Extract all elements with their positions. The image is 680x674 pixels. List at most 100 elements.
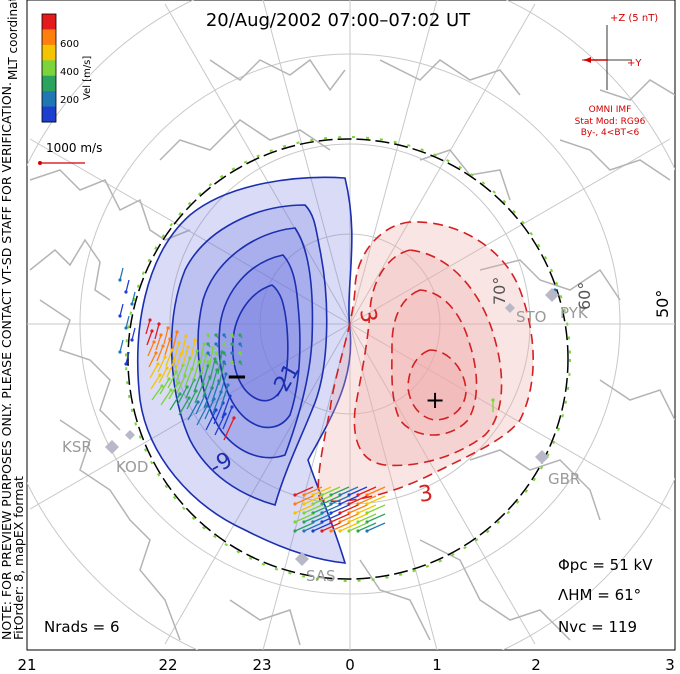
- velocity-vector-origin: [154, 351, 158, 355]
- velocity-vector: [158, 367, 168, 384]
- velocity-vector-origin: [172, 359, 176, 363]
- velocity-vector: [176, 375, 186, 394]
- velocity-vector-origin: [228, 394, 232, 398]
- velocity-vector: [205, 409, 217, 431]
- velocity-vector: [294, 522, 314, 532]
- velocity-vector-origin: [214, 342, 218, 346]
- velocity-vector-origin: [329, 529, 333, 533]
- velocity-vector-origin: [365, 529, 369, 533]
- velocity-vector: [330, 513, 350, 523]
- velocity-vector: [294, 495, 314, 505]
- velocity-vector-origin: [491, 398, 495, 402]
- potential-minimum-marker: −: [226, 362, 248, 392]
- velocity-vector-origin: [211, 346, 215, 350]
- mlt-tick-21: 21: [17, 656, 36, 674]
- velocity-vector: [119, 303, 124, 317]
- colorbar-segment: [42, 14, 56, 30]
- velocity-vector: [321, 495, 341, 505]
- velocity-vector-origin: [302, 520, 306, 524]
- velocity-vector: [209, 358, 216, 381]
- negative-convection-cell: [137, 176, 353, 564]
- velocity-vector: [357, 522, 377, 532]
- heppner-maynard-boundary-marks: [125, 136, 571, 582]
- velocity-vector: [321, 522, 341, 532]
- velocity-vector-origin: [356, 529, 360, 533]
- velocity-vector-origin: [167, 377, 171, 381]
- velocity-vector-origin: [222, 342, 226, 346]
- velocity-vector-origin: [214, 333, 218, 337]
- velocity-vector-origin: [230, 405, 234, 409]
- velocity-vector: [339, 504, 359, 514]
- velocity-vector-origin: [178, 392, 182, 396]
- velocity-vector: [194, 383, 204, 404]
- velocity-vector: [348, 513, 368, 523]
- velocity-vector-origin: [205, 404, 209, 408]
- velocity-vector-origin: [347, 529, 351, 533]
- velocity-vector: [357, 486, 377, 496]
- velocity-vector: [321, 504, 341, 514]
- velocity-vector-origin: [224, 372, 228, 376]
- velocity-vector-origin: [160, 384, 164, 388]
- station-marker-pyk: [545, 288, 559, 302]
- mlt-tick-23: 23: [252, 656, 271, 674]
- velocity-vector-origin: [184, 334, 188, 338]
- velocity-vector: [312, 486, 332, 496]
- velocity-vector: [190, 339, 196, 360]
- station-label-gbr: GBR: [548, 470, 580, 488]
- velocity-vector: [303, 522, 323, 532]
- velocity-vector: [195, 394, 206, 415]
- velocity-vector-origin: [230, 360, 234, 364]
- velocity-vector-origin: [161, 344, 165, 348]
- velocity-vector: [186, 390, 197, 410]
- preview-note: NOTE: FOR PREVIEW PURPOSES ONLY. PLEASE …: [0, 82, 14, 640]
- velocity-vector-origin: [124, 290, 128, 294]
- velocity-vector: [321, 513, 341, 523]
- velocity-vector-origin: [168, 337, 172, 341]
- velocity-vector: [357, 504, 377, 514]
- velocity-vectors: [118, 267, 557, 533]
- velocity-vector: [348, 504, 368, 514]
- velocity-vector: [222, 406, 233, 430]
- velocity-vector: [163, 327, 169, 345]
- velocity-vector: [125, 351, 130, 365]
- velocity-vector: [175, 364, 184, 383]
- velocity-vector: [165, 349, 173, 367]
- velocity-vector: [182, 346, 189, 366]
- velocity-vector: [203, 387, 213, 409]
- velocity-vector-origin: [238, 333, 242, 337]
- velocity-vector-origin: [293, 529, 297, 533]
- velocity-vector: [294, 513, 314, 523]
- velocity-vector: [312, 504, 332, 514]
- station-markers: [105, 288, 559, 566]
- velocity-vector-origin: [302, 502, 306, 506]
- velocity-vector: [366, 495, 386, 505]
- velocity-vector-origin: [222, 333, 226, 337]
- velocity-colorbar: 600 400 200 Vel [m/s]: [41, 13, 93, 123]
- velocity-vector: [339, 486, 359, 496]
- velocity-vector-origin: [232, 416, 236, 420]
- velocity-vector: [366, 486, 386, 496]
- velocity-vector-origin: [222, 360, 226, 364]
- velocity-vector: [330, 495, 350, 505]
- velocity-vector: [191, 350, 198, 371]
- velocity-vector: [202, 376, 211, 398]
- velocity-vector-origin: [215, 368, 219, 372]
- colorbar-label: Vel [m/s]: [82, 56, 93, 100]
- mlt-tick-3: 3: [665, 656, 675, 674]
- mlt-tick-2: 2: [531, 656, 541, 674]
- imf-source: OMNI IMF: [589, 105, 632, 115]
- velocity-vector: [348, 495, 368, 505]
- velocity-vector: [366, 513, 386, 523]
- velocity-vector: [210, 369, 218, 392]
- station-label-sas: SAS: [306, 567, 336, 585]
- colorbar-segment: [42, 75, 56, 92]
- velocity-vector-origin: [150, 329, 154, 333]
- velocity-vector: [146, 330, 153, 346]
- velocity-vector: [312, 495, 332, 505]
- velocity-vector-origin: [206, 360, 210, 364]
- velocity-vector: [172, 331, 178, 350]
- imf-condition: By-, 4<BT<6: [581, 128, 640, 138]
- colorbar-segment: [42, 29, 56, 46]
- imf-y-label: +Y: [627, 58, 642, 69]
- velocity-vector-origin: [152, 340, 156, 344]
